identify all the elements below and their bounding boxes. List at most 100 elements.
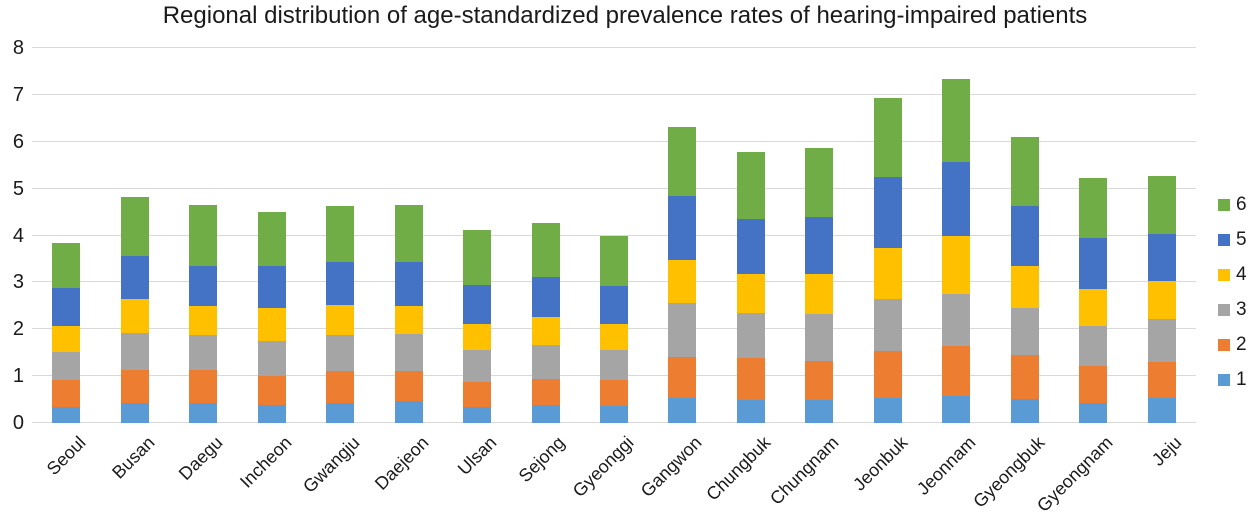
bar-segment-daejeon-series-4 — [394, 305, 423, 335]
bar-segment-daegu-series-4 — [189, 305, 218, 335]
bar-segment-jeju-series-3 — [1147, 319, 1176, 362]
bar-segment-chungbuk-series-3 — [736, 313, 765, 359]
bar-segment-gyeonggi-series-1 — [600, 406, 628, 423]
legend-swatch-5 — [1218, 233, 1230, 246]
bar-segment-jeonbuk-series-2 — [873, 351, 902, 399]
bar-segment-jeonbuk-series-5 — [873, 176, 902, 249]
bar-segment-chungnam-series-3 — [805, 314, 834, 361]
bar-jeju — [1147, 175, 1176, 423]
bar-segment-chungnam-series-5 — [805, 217, 834, 275]
bar-segment-ulsan-series-3 — [463, 349, 492, 382]
bar-daegu — [189, 205, 218, 423]
bar-segment-incheon-series-2 — [257, 376, 286, 406]
bar-segment-gyeongbuk-series-2 — [1010, 354, 1039, 400]
bar-segment-sejong-series-6 — [531, 222, 560, 277]
x-axis-label-incheon: Incheon — [235, 432, 296, 492]
bar-segment-ulsan-series-2 — [463, 381, 492, 407]
bar-segment-gangwon-series-4 — [668, 259, 697, 304]
bar-segment-ulsan-series-5 — [463, 285, 492, 324]
bar-gyeongnam — [1079, 177, 1108, 423]
bar-segment-gyeongbuk-series-1 — [1010, 399, 1039, 423]
bar-segment-gyeongbuk-series-5 — [1010, 205, 1039, 266]
y-axis-tick-label-4: 4 — [12, 224, 24, 247]
bar-segment-jeonbuk-series-6 — [873, 98, 902, 177]
bar-segment-busan-series-5 — [120, 255, 149, 299]
bar-jeonnam — [942, 79, 971, 423]
legend-swatch-2 — [1218, 338, 1230, 351]
bar-segment-chungnam-series-6 — [805, 148, 834, 218]
bar-segment-gyeongbuk-series-4 — [1010, 265, 1039, 308]
bar-segment-busan-series-6 — [120, 196, 149, 256]
bar-gyeongbuk — [1010, 136, 1039, 423]
bar-segment-gyeonggi-series-6 — [600, 236, 628, 286]
bar-segment-sejong-series-5 — [531, 276, 560, 317]
bar-segment-incheon-series-1 — [257, 405, 286, 423]
bar-segment-daejeon-series-5 — [394, 262, 423, 306]
bar-segment-gwangju-series-5 — [326, 262, 355, 305]
x-axis-labels: Seoul Busan Daegu Incheon Gwangju Daejeon Ulsa… — [32, 423, 1196, 518]
legend-swatch-3 — [1218, 303, 1230, 316]
bar-segment-daegu-series-6 — [189, 205, 218, 266]
bar-segment-sejong-series-1 — [531, 405, 560, 423]
bar-chungbuk — [736, 152, 765, 423]
bar-segment-gwangju-series-3 — [326, 334, 355, 371]
bar-segment-seoul-series-2 — [52, 379, 81, 407]
bar-segment-ulsan-series-6 — [463, 229, 492, 286]
bar-segment-jeonnam-series-3 — [942, 293, 971, 347]
x-axis-label-busan: Busan — [107, 432, 159, 483]
gridline-y-5 — [32, 187, 1196, 189]
legend-item-1: 1 — [1218, 362, 1247, 397]
bar-segment-gangwon-series-6 — [668, 126, 697, 196]
bar-segment-daegu-series-2 — [189, 369, 218, 404]
bar-segment-incheon-series-6 — [257, 211, 286, 267]
bar-gangwon — [668, 126, 697, 423]
bar-segment-jeonnam-series-5 — [942, 162, 971, 237]
bar-segment-busan-series-1 — [120, 403, 149, 423]
bar-segment-jeonbuk-series-4 — [873, 248, 902, 299]
bar-segment-gyeongnam-series-5 — [1079, 237, 1108, 290]
legend-item-5: 5 — [1218, 222, 1247, 257]
bar-segment-gyeongbuk-series-6 — [1010, 136, 1039, 206]
bar-segment-gangwon-series-1 — [668, 398, 697, 423]
gridline-y-8 — [32, 47, 1196, 48]
bar-segment-jeju-series-4 — [1147, 280, 1176, 320]
x-axis-label-gyeonggi: Gyeonggi — [568, 432, 638, 501]
gridline-y-6 — [32, 140, 1196, 142]
bar-segment-gwangju-series-6 — [326, 205, 355, 263]
bar-segment-seoul-series-4 — [52, 325, 81, 352]
bar-segment-gyeonggi-series-4 — [600, 324, 628, 350]
legend-swatch-4 — [1218, 268, 1230, 281]
bar-segment-sejong-series-3 — [531, 344, 560, 379]
bar-segment-jeju-series-2 — [1147, 361, 1176, 399]
bar-segment-daejeon-series-3 — [394, 334, 423, 371]
bar-segment-gwangju-series-4 — [326, 304, 355, 335]
bar-segment-incheon-series-4 — [257, 307, 286, 342]
legend: 6 5 4 3 2 1 — [1218, 187, 1247, 397]
bar-segment-gyeonggi-series-2 — [600, 379, 628, 407]
legend-item-2: 2 — [1218, 327, 1247, 362]
bar-segment-chungbuk-series-2 — [736, 358, 765, 400]
y-axis-tick-label-2: 2 — [12, 318, 24, 341]
bar-segment-chungbuk-series-1 — [736, 399, 765, 423]
x-axis-label-chungnam: Chungnam — [766, 432, 843, 509]
bar-segment-gyeongnam-series-6 — [1079, 177, 1108, 238]
y-axis-tick-label-1: 1 — [12, 365, 24, 388]
bar-incheon — [257, 211, 286, 423]
x-axis-label-ulsan: Ulsan — [453, 432, 501, 479]
gridline-y-4 — [32, 234, 1196, 236]
bar-segment-jeju-series-6 — [1147, 175, 1176, 235]
bar-segment-gyeonggi-series-3 — [600, 349, 628, 380]
x-axis-label-jeju: Jeju — [1147, 432, 1186, 470]
x-axis-label-daejeon: Daejeon — [370, 432, 433, 494]
bar-segment-gyeongnam-series-4 — [1079, 289, 1108, 326]
x-axis-label-jeonnam: Jeonnam — [913, 432, 980, 499]
bar-segment-gyeongnam-series-3 — [1079, 325, 1108, 366]
x-axis-label-seoul: Seoul — [42, 432, 90, 479]
legend-label-5: 5 — [1236, 229, 1247, 250]
bar-chungnam — [805, 148, 834, 423]
bar-segment-incheon-series-5 — [257, 266, 286, 308]
legend-item-6: 6 — [1218, 187, 1247, 222]
plot-area: Seoul Busan Daegu Incheon Gwangju Daejeon Ulsa… — [13, 38, 1196, 516]
legend-label-6: 6 — [1236, 194, 1247, 215]
